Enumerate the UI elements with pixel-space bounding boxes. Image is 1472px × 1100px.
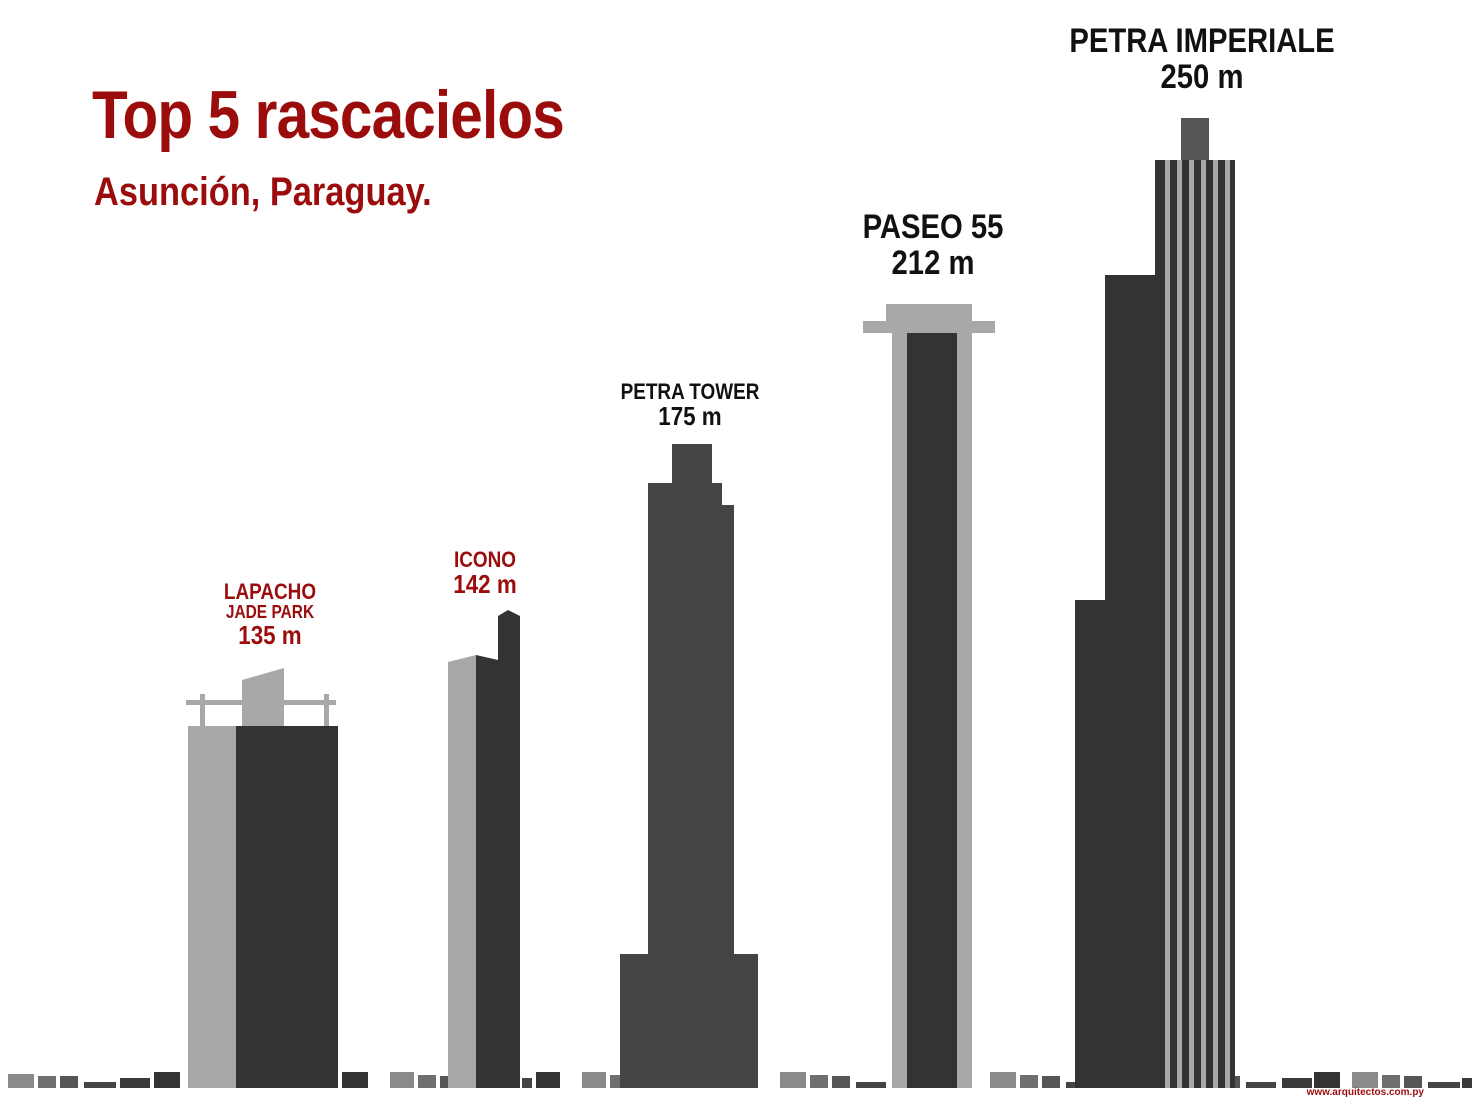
building-petra-tower (620, 444, 758, 1088)
building-height: 135 m (238, 619, 302, 650)
building-name: PETRA TOWER (620, 379, 760, 404)
building-petra-imperiale (1075, 118, 1235, 1088)
label-paseo-55: PASEO 55 212 m (862, 208, 1004, 282)
label-petra-tower: PETRA TOWER 175 m (621, 380, 760, 430)
source-url: www.arquitectos.com.py (1306, 1087, 1424, 1098)
page-title: Top 5 rascacielos (92, 77, 565, 153)
label-icono: ICONO 142 m (453, 548, 516, 598)
building-height: 212 m (891, 243, 975, 282)
building-name-secondary: JADE PARK (225, 602, 315, 623)
building-paseo-55 (863, 304, 995, 1088)
ground-line (0, 1088, 1472, 1090)
building-name: PASEO 55 (862, 208, 1004, 246)
label-lapacho: LAPACHO JADE PARK 135 m (224, 580, 316, 649)
label-petra-imperiale: PETRA IMPERIALE 250 m (1069, 22, 1335, 96)
building-lapacho (186, 668, 338, 1088)
building-name: ICONO (453, 547, 517, 572)
page-subtitle: Asunción, Paraguay. (94, 170, 432, 214)
building-icono (448, 610, 520, 1088)
building-height: 250 m (1160, 57, 1244, 96)
building-name: LAPACHO (223, 579, 317, 604)
building-height: 175 m (658, 401, 722, 432)
building-height: 142 m (453, 569, 517, 600)
building-name: PETRA IMPERIALE (1069, 22, 1335, 60)
